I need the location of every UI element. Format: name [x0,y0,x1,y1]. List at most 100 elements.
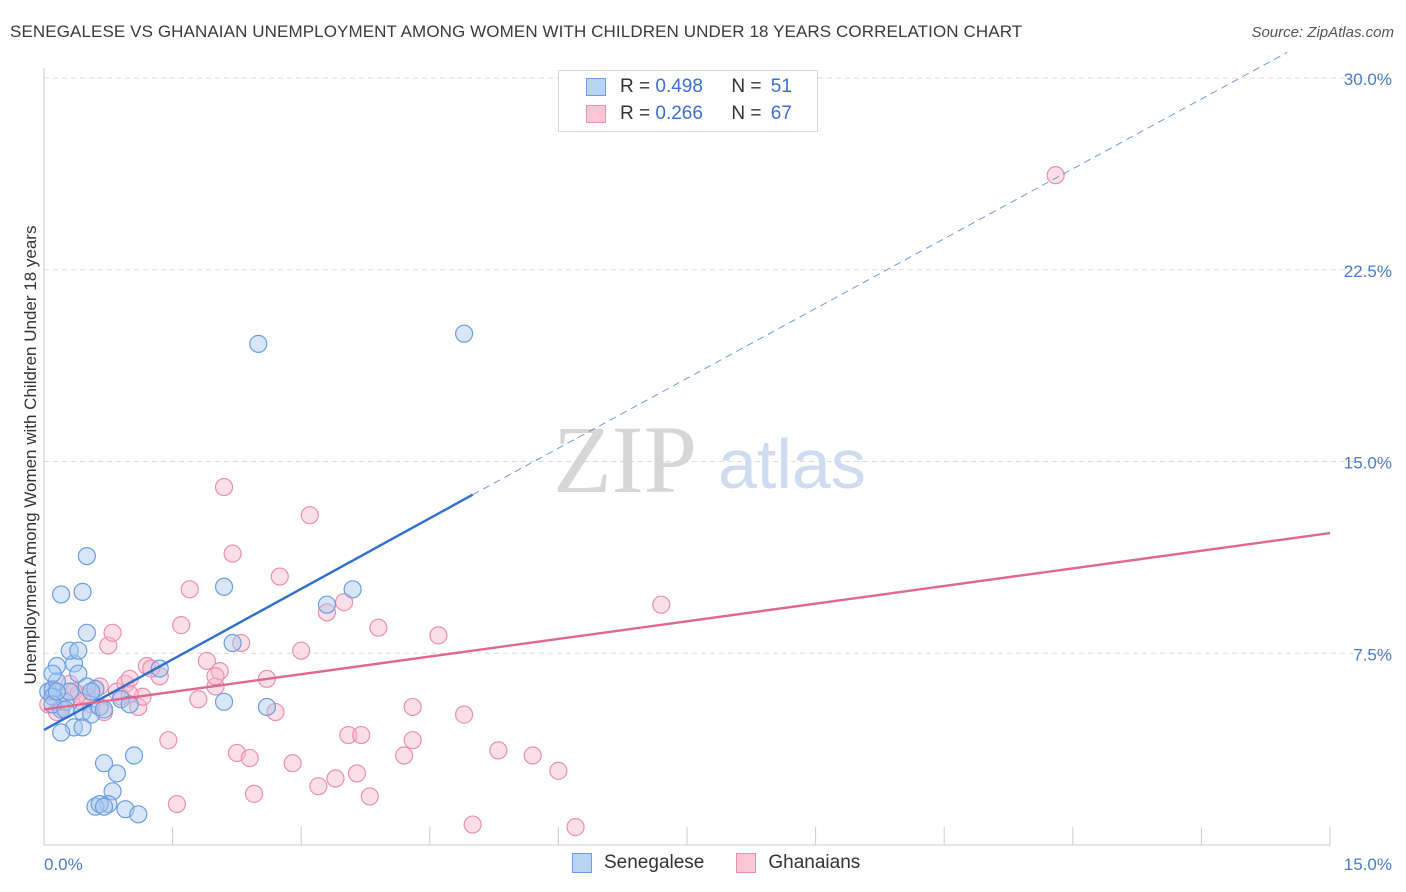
senegalese-trend-line [43,493,474,732]
ghanaians-point [240,748,259,768]
legend-item-senegalese[interactable]: Senegalese [572,852,704,874]
ghanaians-point [489,741,508,760]
legend-n-value: 67 [770,103,792,124]
legend-row-ghanaians: R = 0.266 N = 67 [559,101,792,127]
senegalese-point [249,334,268,353]
senegalese-point [94,797,114,816]
ghanaians-point [549,761,568,780]
ghanaians-point [652,595,671,614]
ghanaians-point [197,651,216,671]
legend-item-ghanaians[interactable]: Ghanaians [736,852,860,874]
senegalese-point [214,692,234,711]
senegalese-point [454,324,474,343]
ghanaians-point [214,477,234,497]
y-tick-label: 15.0% [1344,454,1392,473]
ghanaians-point [352,725,371,745]
ghanaians-point [223,544,242,563]
x-tick-label: 15.0% [1344,855,1392,874]
ghanaians-point [429,626,448,645]
ghanaians-point [1046,166,1065,185]
ghanaians-point [180,580,199,599]
senegalese-point [343,580,362,599]
source-label: Source: ZipAtlas.com [1251,24,1394,41]
ghanaians-point [309,777,328,796]
senegalese-swatch [586,78,606,96]
senegalese-point [52,723,71,742]
ghanaians-point [369,618,388,637]
senegalese-point [214,577,234,596]
ghanaians-point [454,705,474,724]
senegalese-legend-swatch [572,853,592,873]
ghanaians-point [394,746,414,765]
chart-title: SENEGALESE VS GHANAIAN UNEMPLOYMENT AMON… [10,22,1023,41]
axes [43,68,1331,846]
senegalese-point [317,595,337,614]
ghanaians-point [189,690,208,709]
ghanaians-point [403,697,422,717]
y-tick-label: 22.5% [1344,262,1392,281]
watermark-atlas: atlas [718,425,866,503]
senegalese-point [82,682,101,701]
senegalese-point [43,664,62,683]
senegalese-point [69,641,88,660]
y-tick-label: 30.0% [1344,70,1392,89]
senegalese-point [129,805,148,824]
ghanaians-legend-swatch [736,853,757,873]
senegalese-trend-extension [472,51,1288,496]
senegalese-legend-label: Senegalese [604,852,705,873]
ghanaians-point [360,787,379,806]
ghanaians-point [244,784,264,803]
ghanaians-point [270,567,289,586]
senegalese-point [73,582,92,601]
correlation-legend: R = 0.498 N = 51 R = 0.266 N = 67 [558,70,818,132]
senegalese-point [120,695,139,714]
ghanaians-point [283,754,302,773]
ghanaians-trend-line [43,531,1331,711]
watermark-zip: ZIP [553,406,697,513]
ghanaians-point [292,641,311,660]
senegalese-point [223,633,242,653]
ghanaians-point [172,616,191,635]
ghanaians-point [167,794,186,814]
tick-labels: 7.5% 15.0% 22.5% 30.0% 0.0% 15.0% [44,70,1392,874]
legend-row-senegalese: R = 0.498 N = 51 [559,74,792,100]
y-axis-label: Unemployment Among Women with Children U… [21,226,40,685]
ghanaians-point [266,702,285,722]
legend-r-label: R = [620,103,651,124]
senegalese-point [94,700,114,719]
senegalese-point [60,682,79,701]
legend-r-value: 0.498 [655,76,703,97]
legend-n-label: N = [731,76,762,97]
senegalese-point [73,718,92,737]
senegalese-point [124,746,144,765]
ghanaians-point [347,764,367,783]
senegalese-point [52,585,71,604]
legend-r-value: 0.266 [655,103,703,124]
senegalese-point [47,682,66,701]
trend-lines [43,51,1331,732]
series-legend: Senegalese Ghanaians [572,852,892,874]
grid-lines [44,77,1392,654]
ghanaians-swatch [586,105,606,123]
ghanaians-point [317,603,337,622]
senegalese-point [77,546,96,566]
senegalese-point [107,764,126,783]
senegalese-point [77,623,96,642]
ghanaians-point [523,746,542,765]
legend-n-label: N = [731,103,762,124]
ghanaians-point [326,769,345,788]
y-tick-label: 7.5% [1353,645,1392,664]
legend-r-label: R = [620,76,651,97]
ghanaians-point [403,731,422,750]
legend-n-value: 51 [770,76,792,97]
x-tick-label: 0.0% [44,855,83,874]
ghanaians-point [566,818,585,837]
ghanaians-point [463,815,482,834]
ghanaians-point [159,731,178,750]
ghanaians-point [300,506,319,525]
ghanaians-point [103,623,122,642]
ghanaians-legend-label: Ghanaians [768,852,861,873]
ghanaians-point [206,667,225,686]
senegalese-point [94,754,114,773]
